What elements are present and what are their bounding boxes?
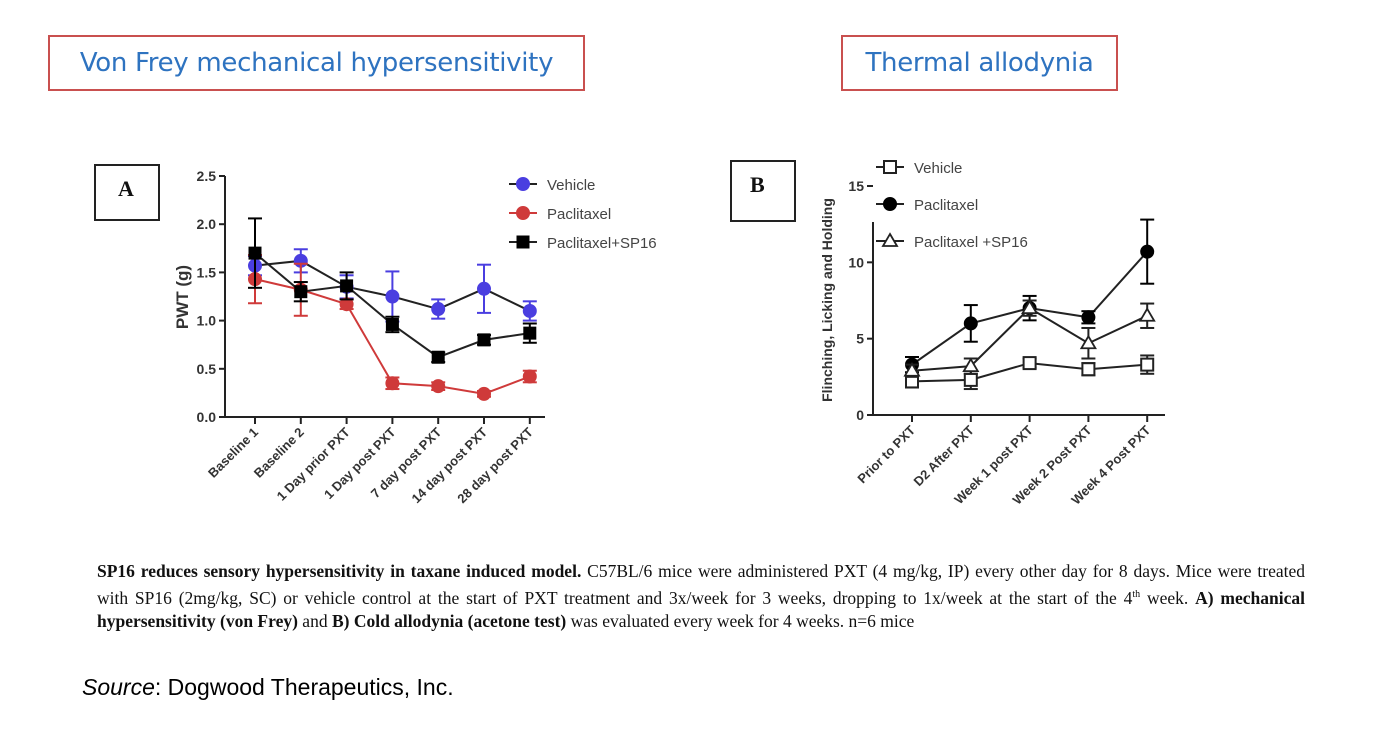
caption-bold-b: B) Cold allodynia (acetone test) [331,610,567,631]
figure-caption: SP16 reduces sensory hypersensitivity in… [97,560,1305,633]
data-point [1021,299,1039,315]
y-tick-label: 0 [856,407,864,423]
legend-label: Paclitaxel [914,197,978,214]
caption-bold-a: A) mechanical hypersensitivity (von Frey… [97,587,1305,631]
legend-item: Paclitaxel+SP16 [509,235,657,252]
data-point [522,303,537,318]
series-paclitaxel-sp16 [248,217,537,364]
data-point [1138,306,1156,322]
data-point [294,285,308,299]
data-point [1081,310,1096,325]
data-point [385,317,399,331]
data-point [963,316,978,331]
source-line: Source: Dogwood Therapeutics, Inc. [82,674,454,701]
caption-superscript: th [1132,589,1141,600]
source-label: Source [82,674,155,700]
series-vehicle [248,248,537,323]
y-tick-label: 5 [856,331,864,347]
data-point [1081,362,1096,377]
data-point [903,361,921,377]
legend-marker [883,197,897,211]
title-thermal-allodynia: Thermal allodynia [841,35,1118,91]
y-tick-label: 0.5 [197,361,217,377]
legend-marker [881,232,899,247]
data-point [1140,357,1155,372]
legend-label: Vehicle [914,160,962,177]
title-thermal-allodynia-text: Thermal allodynia [865,48,1094,78]
legend-marker [883,160,897,174]
panel-label-b: B [730,160,796,222]
y-tick-label: 0.0 [197,409,217,425]
legend-label: Paclitaxel [547,206,611,223]
legend-label: Paclitaxel +SP16 [914,234,1028,251]
caption-text-3: and [297,610,332,631]
x-tick-label: Prior to PXT [854,422,918,486]
data-point [522,369,537,384]
legend-marker [516,177,530,191]
data-point [477,333,491,347]
data-point [431,350,445,364]
legend-item: Paclitaxel [509,206,611,223]
panel-label-a: A [94,164,160,221]
legend-label: Vehicle [547,177,595,194]
y-tick-label: 15 [848,178,864,194]
legend-label: Paclitaxel+SP16 [547,235,657,252]
data-point [1079,334,1097,350]
y-axis-label: PWT (g) [173,265,192,329]
x-tick-label: D2 After PXT [910,422,976,488]
data-point [963,372,978,387]
legend-marker [516,206,530,220]
y-tick-label: 10 [848,254,864,270]
y-tick-label: 1.5 [197,264,217,280]
data-point [340,279,354,293]
legend-item: Vehicle [876,160,962,177]
title-von-frey-text: Von Frey mechanical hypersensitivity [79,48,554,78]
series-vehicle [905,354,1155,391]
data-point [477,386,491,401]
data-point [1022,356,1037,371]
caption-lead: SP16 reduces sensory hypersensitivity in… [97,561,582,581]
data-point [431,379,446,394]
legend-item: Paclitaxel [876,197,978,214]
series-paclitaxel-sp16 [903,299,1156,378]
y-tick-label: 2.0 [197,216,217,232]
data-point [431,302,446,317]
y-tick-label: 1.0 [197,313,217,329]
title-von-frey: Von Frey mechanical hypersensitivity [48,35,585,91]
caption-text-4: was evaluated every week for 4 weeks. n=… [566,610,915,631]
data-point [385,376,400,391]
legend-marker [516,235,530,249]
y-tick-label: 2.5 [197,168,217,184]
data-point [248,246,262,260]
data-point [477,281,491,296]
data-point [1140,244,1155,259]
data-point [523,326,537,340]
caption-text-1: C57BL/6 mice were administered PXT (4 mg… [97,561,1305,608]
y-axis-label: Flinching, Licking and Holding [819,198,835,402]
source-text: : Dogwood Therapeutics, Inc. [154,674,454,700]
legend-item: Paclitaxel +SP16 [876,232,1028,251]
legend-item: Vehicle [509,177,595,194]
data-point [962,357,980,373]
data-point [385,289,400,304]
caption-text-2: week. [1140,587,1196,608]
